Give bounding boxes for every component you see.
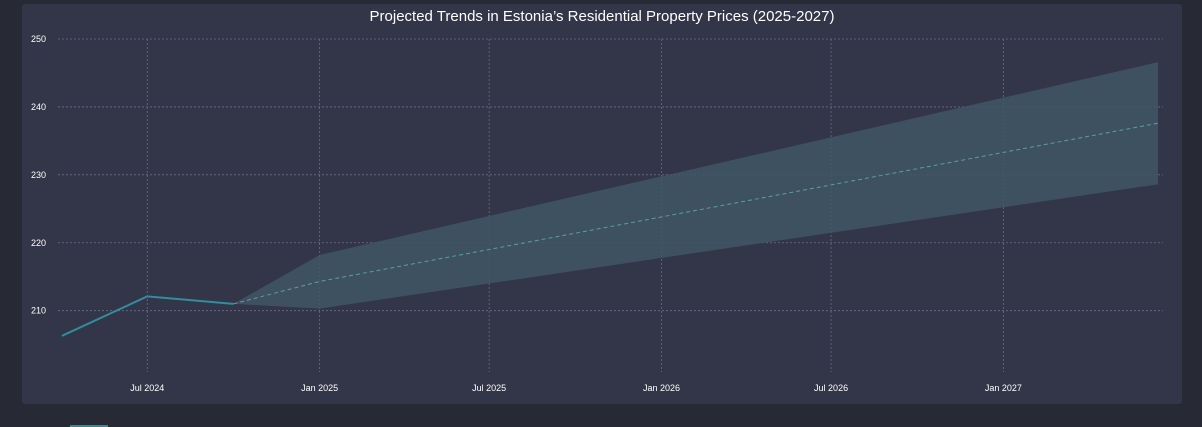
x-tick-label: Jul 2024 — [130, 383, 164, 393]
y-tick-label: 240 — [31, 102, 46, 112]
y-tick-label: 230 — [31, 170, 46, 180]
tick-labels: 210 220 230 240 250 Jul 2024 Jan 2025 Jul 2025 J… — [31, 34, 1022, 393]
y-tick-label: 250 — [31, 34, 46, 44]
chart-title: Projected Trends in Estonia’s Residentia… — [369, 8, 835, 25]
forecast-series-line — [233, 122, 1159, 305]
y-tick-label: 210 — [31, 306, 46, 316]
historical-series-line — [61, 295, 234, 337]
x-tick-label: Jul 2026 — [814, 383, 848, 393]
x-tick-label: Jan 2025 — [301, 383, 338, 393]
series-layer — [61, 122, 1159, 337]
x-tick-label: Jan 2026 — [643, 383, 680, 393]
x-tick-label: Jul 2025 — [472, 383, 506, 393]
confidence-band-layer — [233, 62, 1158, 309]
y-tick-label: 220 — [31, 238, 46, 248]
x-tick-label: Jan 2027 — [985, 383, 1022, 393]
confidence-band — [233, 62, 1158, 309]
bottom-tab-indicator[interactable] — [70, 425, 108, 427]
